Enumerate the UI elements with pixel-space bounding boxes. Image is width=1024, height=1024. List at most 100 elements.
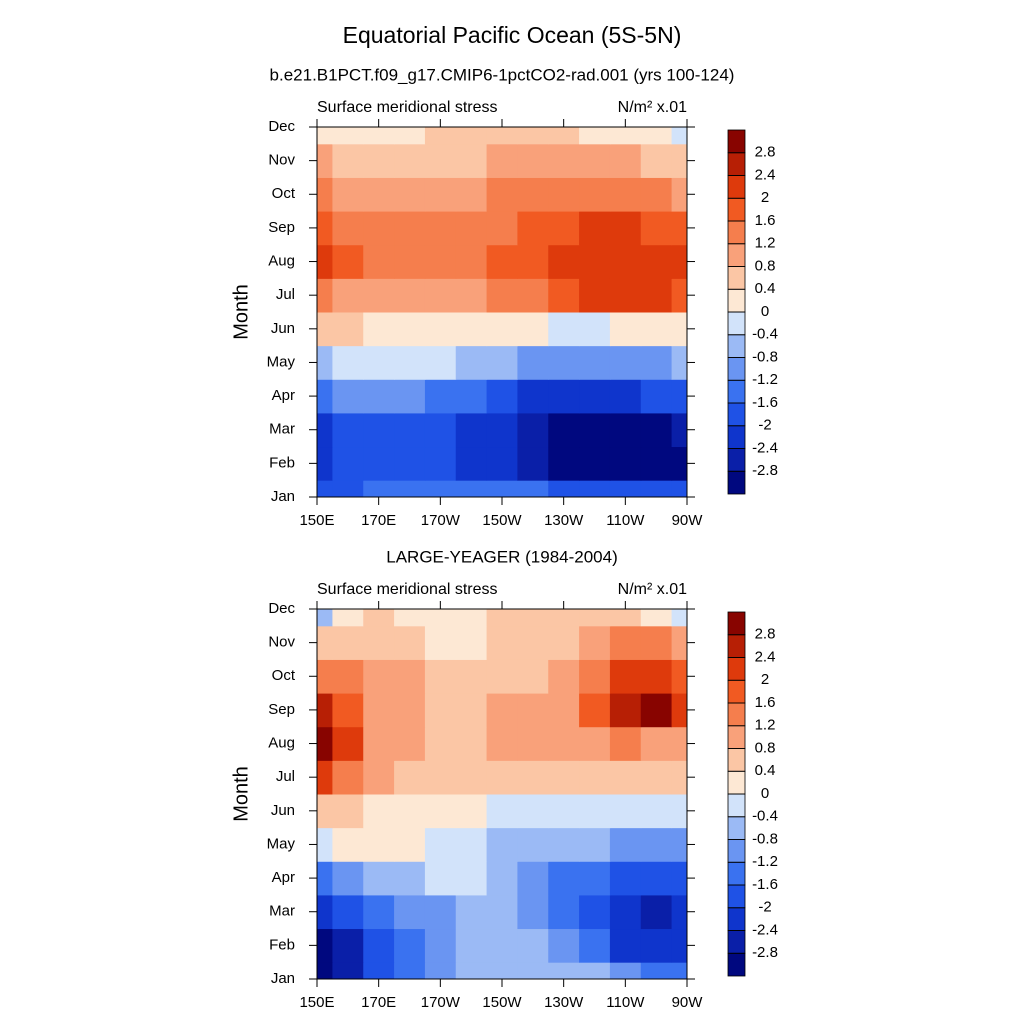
contour-cell — [424, 379, 457, 414]
y-tick-label: Mar — [269, 421, 295, 438]
contour-cell — [486, 625, 518, 660]
contour-cell — [363, 625, 395, 660]
colorbar-label: 2.4 — [755, 166, 776, 183]
contour-cell — [455, 609, 488, 627]
y-tick-label: May — [267, 353, 296, 370]
contour-cell — [394, 894, 426, 930]
colorbar-label: 1.6 — [755, 212, 776, 229]
contour-cell — [517, 760, 549, 795]
contour-cell — [671, 480, 688, 498]
contour-cell — [517, 211, 549, 246]
contour-cell — [394, 379, 426, 414]
contour-cell — [424, 962, 457, 980]
contour-cell — [455, 379, 488, 414]
contour-cell — [609, 412, 642, 448]
colorbar-box — [727, 702, 746, 727]
contour-cell — [517, 278, 549, 313]
contour-cell — [609, 127, 642, 145]
contour-cell — [640, 894, 673, 930]
y-tick-label: Apr — [272, 387, 295, 404]
contour-cell — [486, 827, 518, 862]
contour-cell — [363, 412, 395, 448]
contour-cell — [317, 278, 333, 313]
x-tick-label: 150E — [299, 994, 334, 1011]
contour-cell — [640, 127, 673, 145]
y-tick-label: Nov — [268, 634, 295, 651]
contour-cell — [424, 827, 457, 862]
contour-cell — [671, 827, 688, 862]
colorbar-box — [727, 311, 746, 336]
contour-cell — [640, 480, 673, 498]
colorbar-label: -1.2 — [752, 371, 778, 388]
contour-cell — [671, 412, 688, 448]
colorbar-label: -2.8 — [752, 944, 778, 961]
contour-cell — [517, 827, 549, 862]
contour-cell — [640, 211, 673, 246]
contour-cell — [548, 244, 580, 279]
contour-cell — [317, 693, 333, 728]
contour-cell — [424, 928, 457, 963]
y-tick-label: Nov — [268, 152, 295, 169]
contour-cell — [548, 794, 580, 829]
contour-cell — [455, 962, 488, 980]
contour-cell — [671, 625, 688, 660]
contour-cell — [332, 177, 364, 212]
contour-cell — [363, 345, 395, 380]
right-label: N/m² x.01 — [618, 581, 687, 598]
contour-cell — [363, 379, 395, 414]
contour-cell — [517, 244, 549, 279]
contour-cell — [579, 211, 611, 246]
contour-cell — [609, 794, 642, 829]
contour-cell — [579, 127, 611, 145]
contour-cell — [455, 894, 488, 930]
contour-cell — [486, 894, 518, 930]
colorbar-label: 0.4 — [755, 280, 776, 297]
contour-cell — [486, 726, 518, 761]
panel-title: b.e21.B1PCT.f09_g17.CMIP6-1pctCO2-rad.00… — [270, 65, 735, 84]
contour-cell — [548, 177, 580, 212]
colorbar-box — [727, 152, 746, 176]
contour-cell — [332, 928, 364, 963]
contour-cell — [363, 794, 395, 829]
contour-cell — [486, 659, 518, 694]
colorbar-box — [727, 907, 746, 931]
colorbar-label: -1.6 — [752, 876, 778, 893]
contour-cell — [486, 609, 518, 627]
contour-cell — [317, 827, 333, 862]
contour-cell — [579, 726, 611, 761]
contour-cell — [332, 127, 364, 145]
contour-cell — [671, 962, 688, 980]
y-tick-label: Sep — [268, 219, 295, 236]
contour-cell — [548, 827, 580, 862]
contour-cell — [394, 211, 426, 246]
contour-cell — [332, 143, 364, 178]
colorbar-label: -0.8 — [752, 830, 778, 847]
contour-cell — [671, 794, 688, 829]
contour-cell — [394, 312, 426, 347]
colorbar-label: -2.8 — [752, 462, 778, 479]
contour-cell — [455, 625, 488, 660]
contour-cell — [424, 312, 457, 347]
contour-cell — [486, 962, 518, 980]
contour-cell — [394, 412, 426, 448]
contour-cell — [394, 928, 426, 963]
contour-cell — [317, 726, 333, 761]
contour-cell — [486, 412, 518, 448]
contour-cell — [363, 861, 395, 896]
contour-cell — [455, 345, 488, 380]
colorbar-box — [727, 470, 746, 495]
contour-cell — [517, 962, 549, 980]
contour-cell — [548, 659, 580, 694]
contour-cell — [317, 127, 333, 145]
contour-cell — [671, 143, 688, 178]
y-tick-label: Jan — [271, 488, 295, 505]
contour-cell — [486, 928, 518, 963]
contour-cell — [548, 928, 580, 963]
contour-cell — [579, 760, 611, 795]
contour-cell — [455, 211, 488, 246]
contour-cell — [424, 625, 457, 660]
contour-cell — [517, 379, 549, 414]
contour-cell — [640, 726, 673, 761]
contour-cell — [640, 659, 673, 694]
colorbar-label: 1.2 — [755, 235, 776, 252]
